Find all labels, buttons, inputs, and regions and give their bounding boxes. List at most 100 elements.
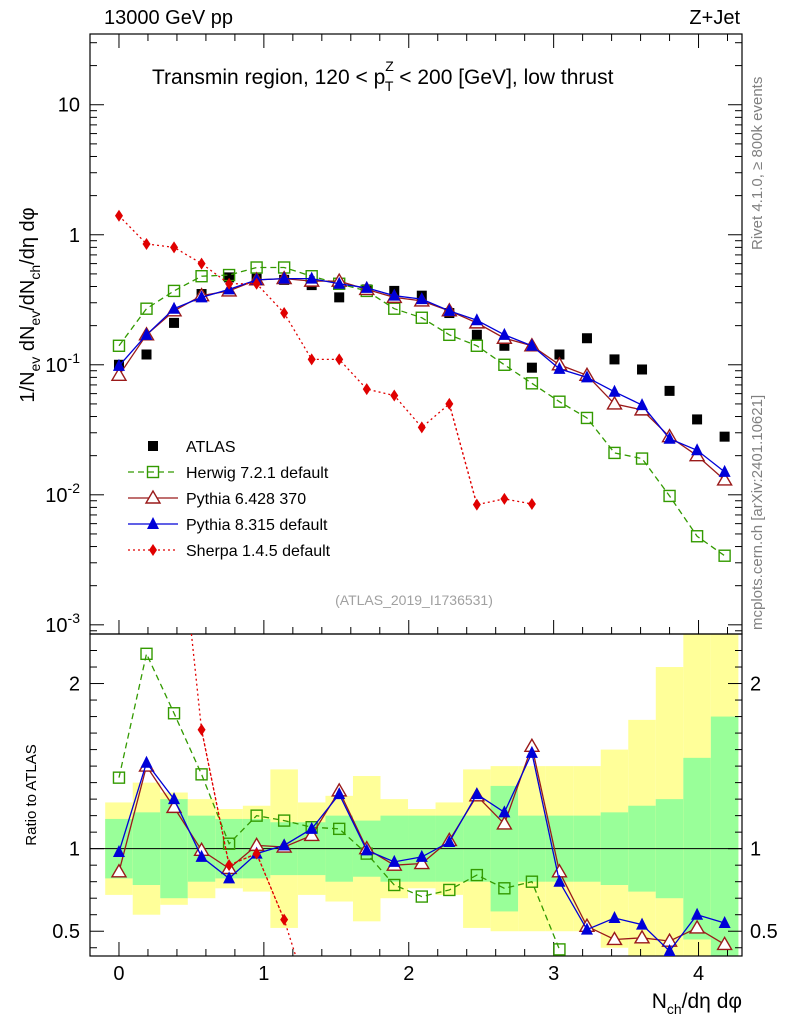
data-point — [388, 288, 401, 301]
data-point — [472, 498, 481, 511]
y-tick-label-ratio-right: 1 — [750, 839, 761, 861]
legend-item-atlas: ATLAS — [148, 439, 236, 456]
data-point — [333, 276, 346, 289]
data-point — [110, 366, 128, 382]
data-point — [360, 843, 373, 856]
data-point — [606, 931, 623, 946]
data-point — [195, 290, 208, 303]
data-point — [195, 849, 208, 862]
data-point — [222, 837, 236, 850]
x-tick-label: 4 — [693, 963, 704, 985]
data-point — [553, 395, 566, 408]
data-point — [606, 395, 623, 410]
data-point — [413, 855, 431, 870]
data-point — [417, 421, 426, 434]
legend-label: Sherpa 1.4.5 default — [186, 543, 331, 560]
data-point — [580, 411, 594, 425]
data-point — [360, 280, 373, 293]
x-tick-label: 1 — [258, 963, 269, 985]
data-point — [278, 838, 291, 851]
data-point — [110, 863, 128, 878]
data-point — [140, 755, 153, 768]
x-tick-label: 0 — [113, 963, 124, 985]
y-tick-label-main: 1 — [69, 225, 80, 247]
data-point — [663, 431, 676, 444]
ratio-series — [110, 633, 733, 957]
data-point — [114, 209, 123, 222]
data-point — [195, 768, 208, 781]
data-point — [525, 338, 538, 351]
data-point — [719, 431, 730, 442]
data-point — [388, 878, 401, 892]
data-point — [278, 271, 291, 284]
title-superscript: Z — [385, 58, 394, 74]
data-point — [580, 922, 593, 935]
data-point — [443, 328, 456, 342]
data-point — [633, 929, 651, 944]
data-point — [553, 943, 566, 956]
data-point — [580, 370, 593, 383]
main-series — [110, 209, 733, 562]
data-point — [333, 787, 346, 800]
data-point — [471, 329, 482, 340]
data-point — [470, 868, 484, 882]
rivet-version-label: Rivet 4.1.0, ≥ 800k events — [749, 77, 766, 250]
data-point — [525, 745, 538, 758]
legend-label: Pythia 8.315 default — [186, 517, 328, 534]
data-point — [335, 353, 344, 366]
data-point — [553, 874, 566, 887]
data-point — [415, 292, 428, 305]
data-point — [499, 340, 510, 351]
y-tick-label-main: 10-3 — [45, 610, 80, 637]
data-point — [415, 890, 428, 903]
data-point — [663, 489, 676, 503]
data-point — [252, 847, 261, 860]
data-point — [716, 936, 733, 951]
data-point — [140, 327, 153, 340]
data-point — [225, 277, 234, 290]
series-line — [118, 266, 725, 557]
title-subscript: T — [385, 78, 394, 94]
data-point — [277, 814, 291, 827]
data-point — [664, 385, 675, 396]
data-point — [305, 821, 318, 834]
data-point — [718, 549, 731, 562]
data-point — [663, 944, 676, 957]
data-point — [527, 497, 536, 510]
data-point — [303, 827, 320, 842]
data-point — [140, 647, 153, 661]
data-point — [608, 446, 621, 460]
data-point — [691, 443, 704, 456]
data-point — [307, 353, 316, 366]
data-point — [252, 277, 261, 290]
data-point — [470, 313, 483, 326]
y-tick-label-main: 10-1 — [45, 350, 80, 377]
data-point — [362, 383, 371, 396]
data-point — [554, 349, 565, 360]
data-point — [415, 311, 428, 324]
data-point — [443, 883, 456, 897]
data-point — [197, 257, 206, 270]
x-tick-label: 2 — [403, 963, 414, 985]
legend-item-herwig-7-2-1-default: Herwig 7.2.1 default — [128, 465, 329, 482]
data-point — [500, 492, 509, 505]
data-point — [635, 452, 649, 465]
x-tick-label: 3 — [548, 963, 559, 985]
data-point — [168, 301, 181, 314]
data-point — [525, 377, 539, 390]
data-point — [526, 362, 537, 373]
data-point — [225, 859, 234, 872]
data-point — [636, 917, 649, 930]
legend-marker — [144, 489, 162, 504]
ratio-panel-frame — [89, 633, 743, 957]
legend-item-sherpa-1-4-5-default: Sherpa 1.4.5 default — [128, 543, 331, 560]
data-point — [718, 915, 731, 928]
data-point — [169, 317, 180, 328]
data-point — [496, 815, 513, 830]
data-point — [718, 464, 731, 477]
legend-marker — [147, 517, 159, 529]
data-point — [470, 787, 483, 800]
legend-label: Herwig 7.2.1 default — [186, 465, 329, 482]
data-point — [498, 805, 511, 818]
y-tick-label-main: 10-2 — [45, 480, 80, 507]
